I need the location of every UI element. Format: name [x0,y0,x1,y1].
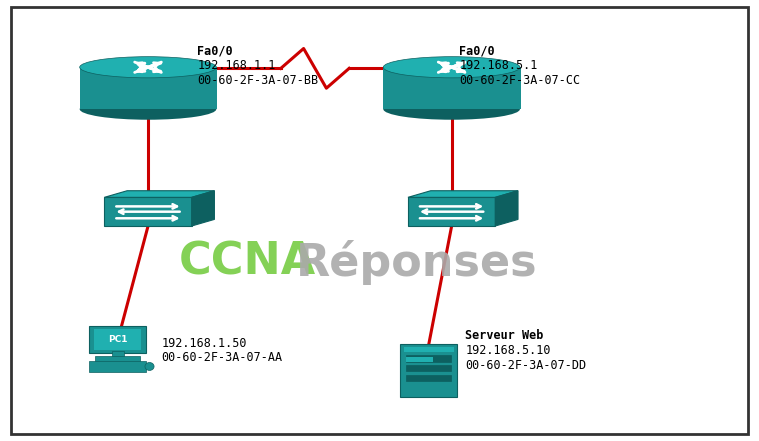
Text: 192.168.5.10: 192.168.5.10 [465,344,551,357]
Bar [112,351,124,357]
Text: PC1: PC1 [108,335,128,344]
Text: Réponses: Réponses [296,240,537,285]
Polygon shape [191,191,214,226]
Bar [406,67,418,109]
Bar [404,347,453,352]
Ellipse shape [383,98,520,120]
Bar [486,67,498,109]
Text: 00-60-2F-3A-07-DD: 00-60-2F-3A-07-DD [465,359,587,372]
Bar [171,67,183,109]
Bar [407,355,452,362]
Bar [205,67,217,109]
Bar [407,365,452,371]
Bar [429,67,441,109]
Bar [474,67,487,109]
Bar [90,326,146,353]
Bar [114,67,126,109]
Bar [125,67,137,109]
Text: 192.168.1.1: 192.168.1.1 [197,59,276,71]
Bar [182,67,194,109]
Bar [417,67,430,109]
Bar [89,361,146,372]
Text: 192.168.5.1: 192.168.5.1 [459,59,537,71]
Bar [509,67,521,109]
Bar [137,67,149,109]
Bar [407,375,452,381]
Text: 192.168.1.50: 192.168.1.50 [162,337,247,350]
Ellipse shape [80,98,216,120]
Bar [94,329,141,350]
Bar [148,67,160,109]
Bar [80,67,92,109]
Polygon shape [496,191,518,226]
Ellipse shape [145,363,154,370]
Bar [194,67,206,109]
Bar [463,67,475,109]
Text: Fa0/0: Fa0/0 [459,44,495,57]
Polygon shape [105,191,214,198]
Bar [395,67,407,109]
Bar [497,67,509,109]
Bar [91,67,103,109]
Text: Serveur Web: Serveur Web [465,329,543,341]
Bar [440,67,452,109]
Bar [383,67,520,109]
Text: 00-60-2F-3A-07-CC: 00-60-2F-3A-07-CC [459,74,581,86]
Polygon shape [408,191,518,198]
Bar [408,198,495,226]
Bar [95,356,140,362]
Bar [80,67,216,109]
FancyBboxPatch shape [11,7,748,434]
Bar [452,67,464,109]
Text: Fa0/0: Fa0/0 [197,44,233,57]
Bar [383,67,395,109]
Bar [407,357,433,362]
Text: 00-60-2F-3A-07-AA: 00-60-2F-3A-07-AA [162,351,283,364]
Ellipse shape [80,56,216,78]
Bar [401,344,457,397]
Bar [105,198,191,226]
Ellipse shape [383,56,520,78]
Text: CCNA: CCNA [178,241,316,284]
Bar [159,67,172,109]
Text: 00-60-2F-3A-07-BB: 00-60-2F-3A-07-BB [197,74,319,86]
Bar [102,67,115,109]
